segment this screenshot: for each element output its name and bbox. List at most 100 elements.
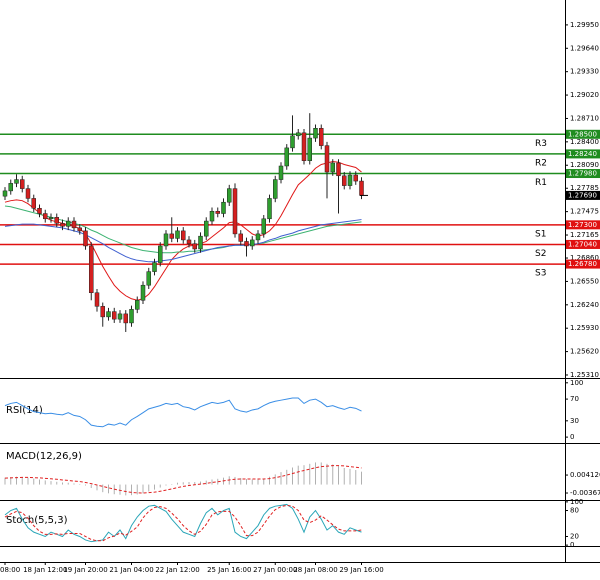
candle-body <box>301 132 307 161</box>
histogram-bar <box>194 482 196 485</box>
histogram-bar <box>67 482 69 485</box>
candle-body <box>347 174 353 186</box>
histogram-bar <box>142 484 144 494</box>
candle-body <box>296 132 301 137</box>
candle-body <box>273 179 278 199</box>
histogram-bar <box>119 484 121 495</box>
panel-frames <box>0 0 600 563</box>
candle-body <box>129 309 134 324</box>
level-price-label: 1.27980 <box>568 170 597 178</box>
candle-body <box>353 174 358 182</box>
candle-body <box>290 135 295 149</box>
candle-body <box>261 218 266 235</box>
histogram-bar <box>309 463 311 485</box>
histogram-bar <box>332 464 334 485</box>
candle-body <box>83 230 88 247</box>
candle-body <box>319 128 324 146</box>
candle-body <box>163 233 169 247</box>
histogram-bar <box>16 476 17 485</box>
candle-body <box>232 188 238 235</box>
histogram-bar <box>85 484 86 486</box>
candle-body <box>181 230 186 241</box>
candle-body <box>313 128 318 139</box>
y-tick-label: 1.27475 <box>570 208 599 216</box>
panel-title: RSI(14) <box>6 405 43 416</box>
histogram-bar <box>39 479 40 485</box>
histogram-bar <box>44 480 46 485</box>
y-tick-label: 80 <box>570 507 579 515</box>
candle-body <box>330 162 335 173</box>
candle-body <box>198 235 203 250</box>
histogram-bar <box>56 481 58 485</box>
y-tick-label: 1.25620 <box>570 348 599 356</box>
histogram-bar <box>131 484 132 496</box>
histogram-bar <box>200 481 201 485</box>
histogram-bar <box>349 468 351 485</box>
candle-body <box>278 165 284 180</box>
panel-title: MACD(12,26,9) <box>6 451 82 462</box>
candle-body <box>43 213 48 220</box>
candle-body <box>77 227 82 232</box>
y-tick-label: 1.26240 <box>570 301 599 309</box>
histogram-bar <box>159 484 161 488</box>
y-tick-label: 20 <box>570 532 579 540</box>
candle-body <box>284 147 289 167</box>
histogram-bar <box>303 465 305 485</box>
x-tick-label: 22 Jan 12:00 <box>155 566 199 574</box>
histogram-bar <box>108 484 109 494</box>
candle-body <box>359 180 364 196</box>
histogram-bar <box>4 477 6 485</box>
y-tick-label: 30 <box>570 417 579 425</box>
moving-average <box>4 205 362 254</box>
level-price-label: 1.26780 <box>568 260 597 268</box>
histogram-bar <box>73 483 75 485</box>
y-tick-label: 1.29020 <box>570 91 599 99</box>
y-tick-label: 0 <box>570 433 574 441</box>
level-price-label: 1.27300 <box>568 221 597 229</box>
candle-body <box>54 217 59 224</box>
candle-body <box>192 243 197 250</box>
level-price-box <box>566 129 600 139</box>
level-price-label: 1.27040 <box>568 240 597 248</box>
histogram-bar <box>188 482 190 485</box>
level-price-box <box>566 149 600 159</box>
candle-body <box>60 223 65 227</box>
indicator-line <box>4 397 362 428</box>
candle-body <box>140 284 146 301</box>
histogram-bar <box>251 479 253 485</box>
histogram-bar <box>148 484 150 492</box>
candle-body <box>20 179 25 189</box>
last-price-box <box>566 190 600 200</box>
y-tick-label: 1.28710 <box>570 114 599 122</box>
candle-body <box>117 313 123 320</box>
histogram-bar <box>165 484 167 486</box>
candle-body <box>106 311 111 318</box>
candle-body <box>37 207 42 214</box>
y-tick-label: 1.25310 <box>570 371 599 379</box>
histogram-bar <box>90 484 92 489</box>
histogram-bar <box>50 481 52 485</box>
candle-body <box>324 145 330 173</box>
x-tick-label: 19 Jan 20:00 <box>63 566 107 574</box>
level-name: R1 <box>535 178 547 188</box>
y-tick-label: 1.26550 <box>570 277 599 285</box>
candle-body <box>48 217 54 220</box>
histogram-bar <box>280 472 282 485</box>
candle-body <box>89 245 94 293</box>
y-tick-label: 100 <box>570 498 583 506</box>
y-tick-label: 1.28090 <box>570 161 599 169</box>
candle-body <box>209 211 215 222</box>
x-tick-label: 21 Jan 04:00 <box>109 566 153 574</box>
y-tick-label: 0.004126 <box>570 471 600 479</box>
candle-body <box>94 292 100 307</box>
histogram-bar <box>125 484 127 496</box>
histogram-bar <box>286 469 288 485</box>
level-price-box <box>566 220 600 230</box>
histogram-bar <box>343 467 345 485</box>
candle-body <box>158 245 163 263</box>
candle-body <box>146 271 151 286</box>
histogram-bar <box>33 478 35 485</box>
x-tick-label: 29 Jan 16:00 <box>339 566 383 574</box>
level-price-box <box>566 239 600 249</box>
candle-body <box>152 262 157 272</box>
